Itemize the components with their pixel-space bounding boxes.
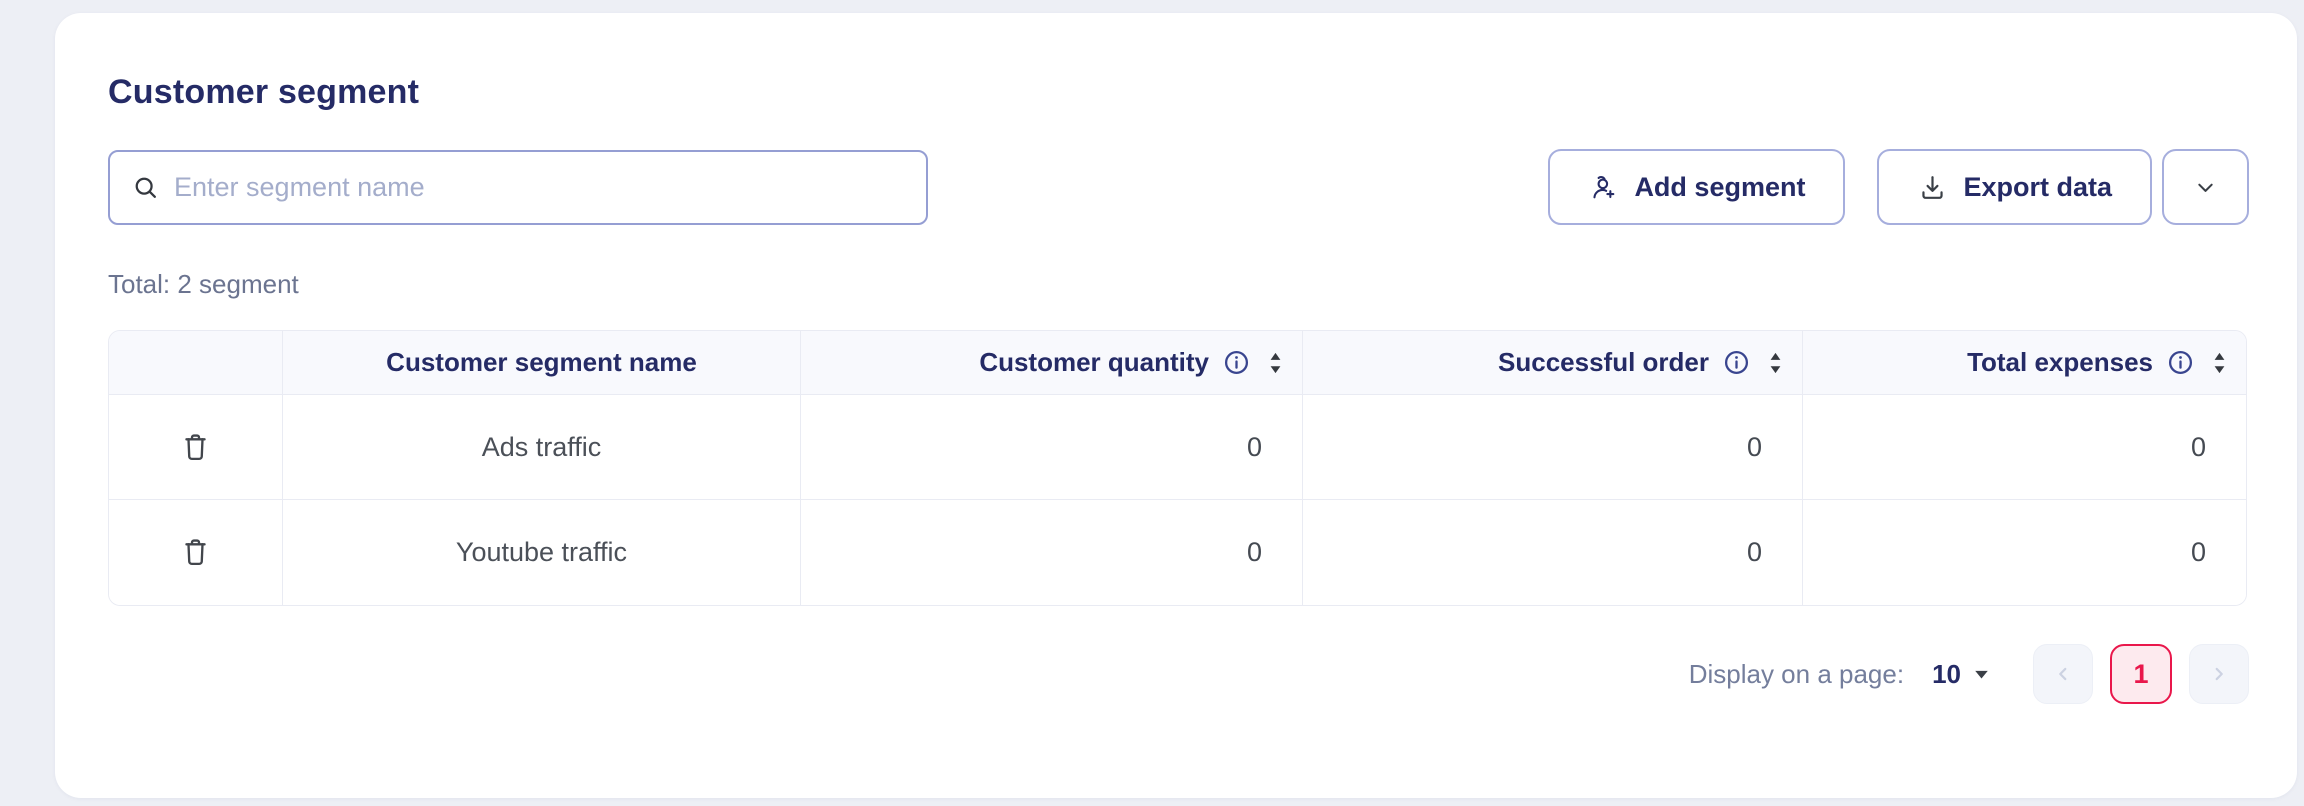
add-segment-label: Add segment: [1634, 171, 1806, 202]
add-segment-button[interactable]: Add segment: [1548, 149, 1846, 225]
row-actions-cell: [109, 395, 283, 499]
total-expenses-cell: 0: [1803, 395, 2246, 499]
chevron-left-icon: [2059, 667, 2067, 681]
controls-row: Add segment Export data: [108, 149, 2249, 225]
next-page-button[interactable]: [2189, 644, 2249, 704]
quantity-value: 0: [1246, 431, 1262, 462]
total-count: Total: 2 segment: [108, 269, 299, 299]
download-icon: [1922, 175, 1944, 199]
row-actions-cell: [109, 500, 283, 605]
segment-name: Ads traffic: [481, 431, 602, 462]
quantity-cell: 0: [801, 395, 1303, 499]
successful-order-cell: 0: [1303, 500, 1803, 605]
header-cell-name: Customer segment name: [283, 331, 801, 394]
total-expenses-value: 0: [2190, 537, 2206, 567]
segment-search-box[interactable]: [108, 149, 928, 225]
total-expenses-cell: 0: [1803, 500, 2246, 605]
sort-icon[interactable]: [1267, 351, 1284, 375]
column-label: Successful order: [1498, 347, 1709, 377]
more-actions-button[interactable]: [2162, 149, 2249, 225]
sort-icon[interactable]: [1767, 351, 1784, 375]
page-nav-group: 1: [2033, 644, 2249, 704]
search-input[interactable]: [174, 171, 904, 203]
quantity-cell: 0: [801, 500, 1303, 605]
header-cell-actions: [109, 331, 283, 394]
caret-down-icon: [1975, 670, 1988, 678]
page-1-button[interactable]: 1: [2110, 644, 2172, 704]
header-cell-successful[interactable]: Successful order: [1303, 331, 1803, 394]
total-expenses-value: 0: [2190, 431, 2206, 462]
header-cell-expenses[interactable]: Total expenses: [1803, 331, 2246, 394]
table-row: Youtube traffic 0 0 0: [109, 500, 2246, 605]
export-data-button[interactable]: Export data: [1877, 149, 2152, 225]
segment-name: Youtube traffic: [455, 537, 628, 567]
delete-segment-button[interactable]: [166, 523, 226, 583]
add-user-icon: [1593, 175, 1615, 198]
previous-page-button[interactable]: [2033, 644, 2093, 704]
successful-order-value: 0: [1746, 537, 1762, 567]
page-size-label: Display on a page:: [1688, 658, 1905, 689]
page-size-value: 10: [1932, 658, 1961, 689]
pagination: Display on a page: 10 1: [108, 644, 2249, 704]
trash-icon: [185, 433, 206, 460]
quantity-value: 0: [1246, 537, 1262, 567]
info-icon[interactable]: [1722, 348, 1751, 377]
segments-table: Customer segment name Customer quantity …: [108, 330, 2247, 606]
customer-segment-card: Customer segment Add segment: [55, 13, 2297, 798]
table-row: Ads traffic 0 0 0: [109, 395, 2246, 500]
header-cell-quantity[interactable]: Customer quantity: [801, 331, 1303, 394]
page-size-select[interactable]: 10: [1932, 659, 1989, 690]
info-icon[interactable]: [2166, 348, 2195, 377]
successful-order-cell: 0: [1303, 395, 1803, 499]
sort-icon[interactable]: [2211, 351, 2228, 375]
chevron-right-icon: [2215, 667, 2223, 681]
page-title: Customer segment: [108, 73, 420, 111]
column-label: Customer segment name: [386, 347, 697, 377]
table-header-row: Customer segment name Customer quantity …: [109, 331, 2246, 395]
column-label: Total expenses: [1967, 347, 2153, 377]
search-icon: [135, 177, 156, 198]
segment-name-cell: Youtube traffic: [283, 500, 801, 605]
chevron-down-icon: [2198, 183, 2213, 192]
toolbar-buttons: Add segment Export data: [1548, 149, 2249, 225]
trash-icon: [185, 539, 206, 566]
successful-order-value: 0: [1746, 431, 1762, 462]
info-icon[interactable]: [1222, 348, 1251, 377]
delete-segment-button[interactable]: [166, 417, 226, 477]
segment-name-cell: Ads traffic: [283, 395, 801, 499]
export-data-label: Export data: [1963, 171, 2112, 202]
column-label: Customer quantity: [979, 347, 1209, 377]
